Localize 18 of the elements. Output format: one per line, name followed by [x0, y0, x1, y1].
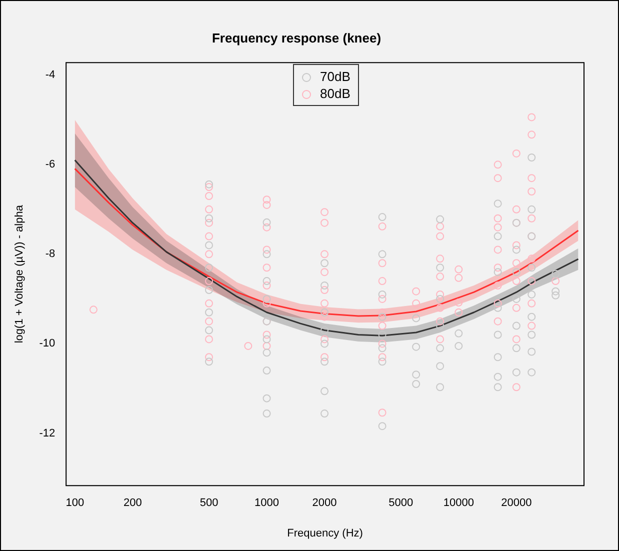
- x-tick-label: 2000: [312, 497, 337, 510]
- x-tick-label: 500: [200, 497, 218, 510]
- y-tick-label: -12: [39, 427, 56, 440]
- y-tick-label: -8: [45, 248, 56, 260]
- chart-title: Frequency response (knee): [212, 30, 382, 46]
- x-tick-label: 20000: [501, 497, 532, 510]
- y-tick-label: -6: [45, 158, 56, 171]
- y-axis-title: log(1 + Voltage (µV)) - alpha: [14, 204, 26, 344]
- x-tick-label: 1000: [254, 497, 280, 510]
- y-tick-label: -4: [45, 69, 56, 82]
- x-axis-title: Frequency (Hz): [287, 527, 363, 540]
- x-tick-label: 100: [66, 497, 84, 510]
- legend-label: 70dB: [320, 68, 350, 84]
- x-tick-label: 5000: [388, 497, 414, 510]
- x-tick-label: 10000: [443, 497, 474, 510]
- y-tick-label: -10: [39, 338, 56, 350]
- legend-label: 80dB: [320, 86, 350, 101]
- x-tick-label: 200: [123, 497, 142, 510]
